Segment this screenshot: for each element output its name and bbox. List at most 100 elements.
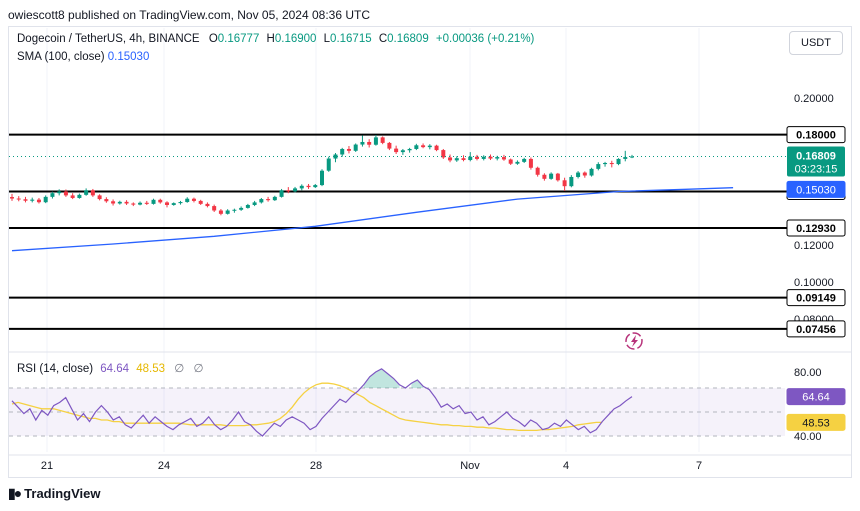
candle-body — [434, 145, 439, 151]
level-price-label: 0.07456 — [796, 324, 836, 336]
candle-body — [630, 156, 634, 158]
candle-body — [562, 180, 567, 187]
candle-body — [232, 209, 237, 211]
candle-body — [549, 173, 554, 179]
candle-body — [508, 159, 513, 164]
tradingview-logo[interactable]: ▮● TradingView — [8, 485, 101, 502]
price-axis-tick: 0.20000 — [794, 93, 834, 105]
candle-body — [272, 196, 277, 201]
candle-body — [57, 191, 62, 194]
rsi-ma-current-label: 48.53 — [802, 417, 830, 429]
level-price-label-box — [786, 289, 846, 307]
time-axis-tick: 24 — [158, 460, 170, 472]
sma-legend: SMA (100, close) 0.15030 — [17, 51, 149, 63]
currency-button[interactable]: USDT — [789, 31, 843, 55]
candle-body — [441, 150, 446, 158]
candle-body — [286, 190, 291, 192]
sma-line — [11, 187, 734, 252]
time-axis-tick: 7 — [696, 460, 702, 472]
price-axis-tick: 0.10000 — [794, 277, 834, 289]
candle-body — [522, 158, 527, 162]
candle-body — [23, 199, 28, 201]
candle-body — [461, 158, 466, 161]
candle-body — [414, 145, 419, 149]
candle-body — [30, 199, 35, 201]
horizontal-levels — [9, 133, 787, 330]
level-price-label-box — [786, 126, 846, 144]
candle-body — [131, 203, 136, 205]
candle-body — [454, 158, 459, 161]
candle-body — [468, 156, 473, 161]
rsi-current-label-box — [786, 388, 846, 406]
candle-body — [117, 201, 122, 204]
candle-body — [407, 148, 412, 151]
ohlc-low-value: 0.16715 — [330, 33, 372, 45]
candle-body — [205, 203, 210, 207]
candle-body — [90, 190, 95, 196]
candle-body — [144, 202, 149, 204]
time-axis-tick: 21 — [41, 460, 53, 472]
level-price-label-box — [786, 320, 846, 338]
price-labels: 0.180000.149110.129300.091490.074560.168… — [786, 126, 846, 431]
candle-body — [43, 196, 48, 203]
candle-body — [320, 170, 324, 186]
candle-body — [367, 141, 372, 145]
candle-body — [84, 190, 89, 195]
sma-price-label: 0.15030 — [796, 184, 836, 196]
rsi-label: RSI (14, close) — [17, 363, 94, 375]
ohlc-close-value: 0.16809 — [387, 33, 429, 45]
candle-body — [380, 137, 385, 143]
candle-body — [623, 157, 628, 159]
candle-body — [104, 199, 109, 202]
rsi-extra-1: ∅ — [174, 363, 185, 375]
candle-body — [488, 156, 493, 159]
candle-body — [70, 195, 75, 198]
candle-body — [589, 168, 594, 176]
candle-body — [475, 156, 479, 159]
candles — [10, 134, 634, 216]
candle-body — [16, 198, 21, 200]
candle-body — [501, 157, 506, 160]
current-price-label: 0.16809 — [796, 151, 836, 163]
rsi-value: 64.64 — [100, 363, 130, 375]
flash-icon-ring — [625, 332, 643, 350]
countdown-label: 03:23:15 — [795, 164, 838, 176]
candle-body — [252, 202, 257, 205]
brand-name: TradingView — [24, 486, 101, 501]
candle-body — [63, 191, 68, 196]
sma-price-label-box — [786, 180, 846, 198]
rsi-ma-line — [11, 382, 603, 432]
candle-body — [165, 202, 169, 205]
candle-body — [360, 141, 365, 145]
chart-frame — [8, 26, 852, 478]
level-price-label-box — [786, 219, 846, 237]
candle-body — [50, 193, 55, 197]
rsi-legend: RSI (14, close) 64.64 48.53 ∅ ∅ — [17, 361, 204, 375]
candle-body — [245, 204, 250, 208]
sma-polyline — [11, 187, 734, 252]
rsi-current-label: 64.64 — [802, 392, 830, 404]
flash-icon[interactable] — [625, 332, 643, 350]
level-price-label: 0.18000 — [796, 130, 836, 142]
candle-body — [373, 137, 378, 145]
candle-body — [596, 164, 601, 169]
candle-body — [218, 210, 223, 214]
rsi-line — [11, 368, 633, 437]
candle-body — [111, 201, 116, 204]
symbol-legend: Dogecoin / TetherUS, 4h, BINANCE O0.1677… — [17, 33, 538, 45]
rsi-extra-2: ∅ — [193, 363, 204, 375]
time-axis-tick: Nov — [460, 460, 480, 472]
candle-body — [326, 158, 331, 171]
candle-body — [97, 195, 102, 200]
ohlc-low-label: L — [323, 33, 331, 45]
candle-body — [279, 190, 284, 197]
candle-body — [266, 199, 271, 201]
sma-value: 0.15030 — [107, 51, 150, 63]
ohlc-open-value: 0.16777 — [217, 33, 260, 45]
ohlc-high-value: 0.16900 — [274, 33, 317, 45]
candle-body — [293, 188, 298, 192]
current-price-box — [787, 146, 845, 177]
candle-body — [171, 203, 176, 205]
candle-body — [569, 176, 574, 187]
